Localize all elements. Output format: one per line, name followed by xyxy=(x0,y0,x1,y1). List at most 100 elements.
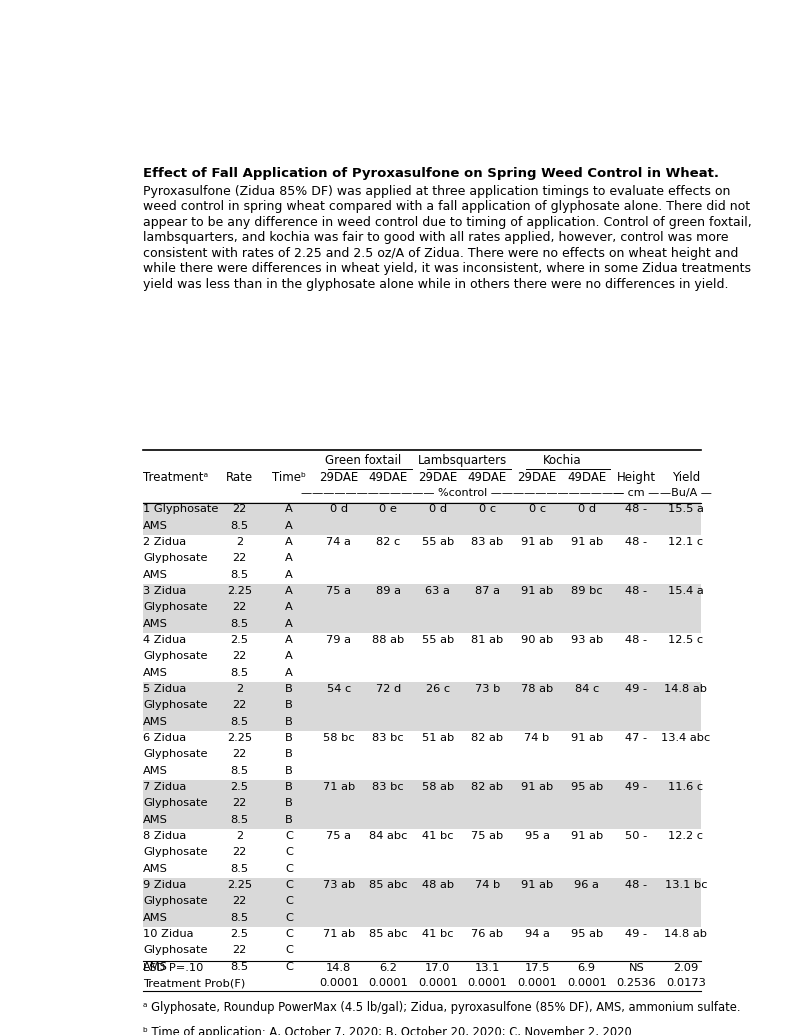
Text: 8.5: 8.5 xyxy=(230,815,249,825)
Text: 2: 2 xyxy=(236,537,243,548)
Text: 63 a: 63 a xyxy=(426,586,450,596)
Text: 7 Zidua: 7 Zidua xyxy=(143,782,186,792)
Text: 17.0: 17.0 xyxy=(426,963,450,973)
Text: Rate: Rate xyxy=(226,471,253,484)
Text: A: A xyxy=(286,602,293,613)
Text: 82 c: 82 c xyxy=(376,537,401,548)
Text: Kochia: Kochia xyxy=(542,454,582,467)
Text: 74 b: 74 b xyxy=(475,880,500,890)
Text: 91 ab: 91 ab xyxy=(521,537,554,548)
Text: 89 a: 89 a xyxy=(376,586,401,596)
Text: 74 a: 74 a xyxy=(326,537,351,548)
Text: A: A xyxy=(286,504,293,514)
Text: while there were differences in wheat yield, it was inconsistent, where in some : while there were differences in wheat yi… xyxy=(143,263,751,275)
Text: 14.8 ab: 14.8 ab xyxy=(664,684,707,694)
Text: 6 Zidua: 6 Zidua xyxy=(143,733,186,743)
Text: 6.2: 6.2 xyxy=(379,963,398,973)
Text: B: B xyxy=(286,815,293,825)
Text: A: A xyxy=(286,554,293,563)
Text: Treatment Prob(F): Treatment Prob(F) xyxy=(143,978,246,988)
Text: AMS: AMS xyxy=(143,766,168,776)
Text: 85 abc: 85 abc xyxy=(369,929,407,939)
Text: 83 bc: 83 bc xyxy=(373,733,404,743)
Text: 78 ab: 78 ab xyxy=(521,684,554,694)
Text: 82 ab: 82 ab xyxy=(471,782,503,792)
FancyBboxPatch shape xyxy=(143,878,702,894)
Text: Treatmentᵃ: Treatmentᵃ xyxy=(143,471,209,484)
Text: 2.5: 2.5 xyxy=(230,782,249,792)
FancyBboxPatch shape xyxy=(143,714,702,731)
Text: 29DAE: 29DAE xyxy=(319,471,358,484)
FancyBboxPatch shape xyxy=(143,519,702,535)
Text: 11.6 c: 11.6 c xyxy=(668,782,703,792)
Text: 90 ab: 90 ab xyxy=(521,635,554,645)
Text: C: C xyxy=(285,880,293,890)
Text: 15.4 a: 15.4 a xyxy=(668,586,704,596)
Text: A: A xyxy=(286,569,293,580)
Text: 22: 22 xyxy=(232,701,246,710)
Text: Glyphosate: Glyphosate xyxy=(143,848,208,857)
Text: 8.5: 8.5 xyxy=(230,569,249,580)
Text: 0 e: 0 e xyxy=(379,504,398,514)
Text: AMS: AMS xyxy=(143,521,168,531)
Text: AMS: AMS xyxy=(143,569,168,580)
Text: A: A xyxy=(286,635,293,645)
Text: C: C xyxy=(285,962,293,972)
Text: 22: 22 xyxy=(232,554,246,563)
Text: 0.2536: 0.2536 xyxy=(617,978,656,988)
Text: 12.1 c: 12.1 c xyxy=(668,537,703,548)
Text: 8.5: 8.5 xyxy=(230,766,249,776)
Text: 55 ab: 55 ab xyxy=(422,537,454,548)
Text: 2 Zidua: 2 Zidua xyxy=(143,537,186,548)
Text: AMS: AMS xyxy=(143,864,168,874)
Text: 0 c: 0 c xyxy=(529,504,546,514)
Text: 0 d: 0 d xyxy=(578,504,596,514)
Text: Glyphosate: Glyphosate xyxy=(143,554,208,563)
Text: 5 Zidua: 5 Zidua xyxy=(143,684,186,694)
Text: 0.0001: 0.0001 xyxy=(368,978,408,988)
Text: Glyphosate: Glyphosate xyxy=(143,651,208,661)
FancyBboxPatch shape xyxy=(143,682,702,698)
Text: ᵇ Time of application: A, October 7, 2020; B, October 20, 2020; C, November 2, 2: ᵇ Time of application: A, October 7, 202… xyxy=(143,1027,636,1035)
Text: A: A xyxy=(286,619,293,628)
FancyBboxPatch shape xyxy=(143,584,702,600)
Text: 3 Zidua: 3 Zidua xyxy=(143,586,186,596)
Text: 29DAE: 29DAE xyxy=(518,471,557,484)
Text: 8.5: 8.5 xyxy=(230,716,249,727)
Text: Green foxtail: Green foxtail xyxy=(326,454,402,467)
Text: NS: NS xyxy=(629,963,644,973)
Text: yield was less than in the glyphosate alone while in others there were no differ: yield was less than in the glyphosate al… xyxy=(143,278,729,291)
FancyBboxPatch shape xyxy=(143,911,702,926)
Text: 48 -: 48 - xyxy=(626,880,647,890)
FancyBboxPatch shape xyxy=(143,616,702,632)
Text: 41 bc: 41 bc xyxy=(422,929,454,939)
Text: —Bu/A —: —Bu/A — xyxy=(660,487,712,498)
Text: 0 c: 0 c xyxy=(479,504,496,514)
Text: 83 bc: 83 bc xyxy=(373,782,404,792)
Text: 22: 22 xyxy=(232,945,246,955)
FancyBboxPatch shape xyxy=(143,894,702,911)
Text: — cm —: — cm — xyxy=(613,487,659,498)
Text: C: C xyxy=(285,913,293,923)
Text: 73 b: 73 b xyxy=(475,684,500,694)
Text: 96 a: 96 a xyxy=(574,880,599,890)
Text: 4 Zidua: 4 Zidua xyxy=(143,635,186,645)
Text: 2.09: 2.09 xyxy=(674,963,698,973)
Text: Timeᵇ: Timeᵇ xyxy=(272,471,306,484)
Text: 74 b: 74 b xyxy=(525,733,550,743)
Text: 58 ab: 58 ab xyxy=(422,782,454,792)
Text: 49DAE: 49DAE xyxy=(468,471,507,484)
Text: 22: 22 xyxy=(232,749,246,760)
FancyBboxPatch shape xyxy=(143,600,702,616)
Text: 91 ab: 91 ab xyxy=(570,733,603,743)
Text: 22: 22 xyxy=(232,896,246,907)
Text: 29DAE: 29DAE xyxy=(418,471,458,484)
Text: 2: 2 xyxy=(236,684,243,694)
Text: 54 c: 54 c xyxy=(326,684,351,694)
FancyBboxPatch shape xyxy=(143,698,702,714)
Text: 13.1: 13.1 xyxy=(475,963,500,973)
Text: C: C xyxy=(285,929,293,939)
Text: 58 bc: 58 bc xyxy=(323,733,354,743)
Text: 22: 22 xyxy=(232,651,246,661)
Text: 48 -: 48 - xyxy=(626,537,647,548)
